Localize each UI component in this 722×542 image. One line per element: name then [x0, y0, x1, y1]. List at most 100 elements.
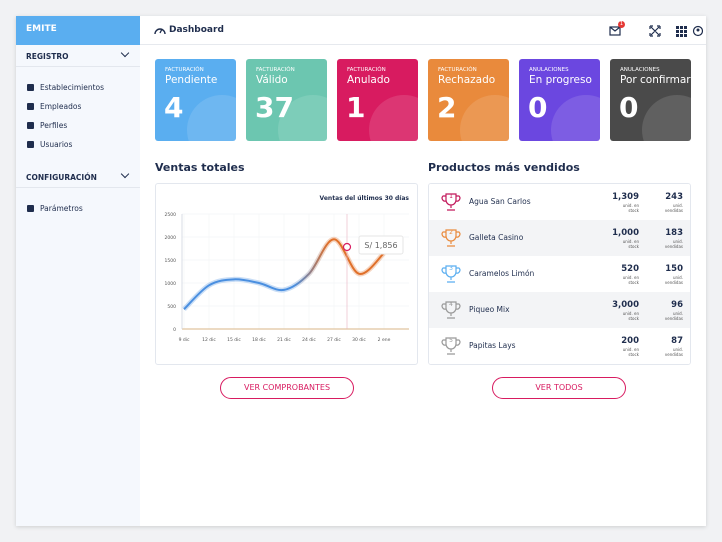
product-row: 1 Agua San Carlos 1,309 unid. en stock 243 un…: [429, 184, 690, 220]
sold-label: unid. vendidas: [664, 203, 683, 213]
status-card: ANULACIONES Por confirmar 0: [610, 59, 691, 141]
card-deco: [369, 95, 418, 141]
product-name: Agua San Carlos: [469, 197, 531, 206]
button[interactable]: VER TODOS: [492, 377, 626, 399]
stock: 3,000: [612, 300, 639, 310]
sold: 87: [671, 336, 683, 346]
nav-icon: [27, 84, 34, 91]
nav-icon: [27, 122, 34, 129]
trophy: [441, 337, 461, 355]
product-name: Caramelos Limón: [469, 269, 535, 278]
trophy-shape: [441, 229, 461, 247]
y-tick-label: 0: [173, 327, 176, 333]
card-value: 2: [437, 91, 457, 124]
nav-icon: [27, 141, 34, 148]
x-tick-label: 15 dic: [227, 337, 241, 343]
status-card: ANULACIONES En progreso 0: [519, 59, 600, 141]
x-tick-label: 12 dic: [202, 337, 216, 343]
y-tick-label: 2500: [165, 212, 177, 218]
sold: 150: [665, 264, 683, 274]
badge: 1: [618, 21, 625, 28]
stock: 200: [621, 336, 639, 346]
card-deco: [551, 95, 600, 141]
card-title: Rechazado: [438, 74, 496, 86]
brand-bar: EMITE: [16, 16, 140, 45]
stock-label: unid. en stock: [622, 239, 639, 249]
product-name: Piqueo Mix: [469, 305, 510, 314]
card-title: Válido: [256, 74, 288, 86]
card-value: 4: [164, 91, 184, 124]
status-card: FACTURACIÓN Rechazado 2: [428, 59, 509, 141]
card-deco: [187, 95, 236, 141]
hover-dot: [342, 242, 352, 252]
nav-item[interactable]: Establecimientos: [40, 83, 105, 92]
sold-label: unid. vendidas: [664, 239, 683, 249]
x-tick-label: 18 dic: [252, 337, 266, 343]
card-deco: [642, 95, 691, 141]
stock-label: unid. en stock: [622, 275, 639, 285]
trophy: [441, 301, 461, 319]
products-panel: 1 Agua San Carlos 1,309 unid. en stock 243 un…: [428, 183, 691, 365]
x-tick-label: 2 ene: [378, 337, 391, 343]
rank: 1: [449, 193, 453, 200]
page-title: Dashboard: [169, 25, 224, 35]
sold-label: unid. vendidas: [664, 275, 683, 285]
stock-label: unid. en stock: [622, 311, 639, 321]
sold: 183: [665, 228, 683, 238]
card-value: 1: [346, 91, 366, 124]
chart-title: Ventas del últimos 30 días: [320, 195, 410, 202]
nav-item[interactable]: Parámetros: [40, 204, 83, 213]
card-kicker: FACTURACIÓN: [347, 67, 386, 73]
card-value: 37: [255, 91, 294, 124]
product-row: 4 Piqueo Mix 3,000 unid. en stock 96 unid. ve…: [429, 292, 690, 328]
nav-icon: [27, 103, 34, 110]
product-row: 2 Galleta Casino 1,000 unid. en stock 183 uni…: [429, 220, 690, 256]
nav-item[interactable]: Perfiles: [40, 121, 68, 130]
chart-panel: Ventas del últimos 30 días 0 500 1000 1500 20…: [155, 183, 418, 365]
app: REGISTRO Establecimientos Empleados Perfile…: [16, 16, 706, 526]
card-title: Pendiente: [165, 74, 218, 86]
tooltip-box: [358, 235, 404, 255]
section-heading: Ventas totales: [155, 161, 245, 174]
trophy-shape: [441, 301, 461, 319]
stock-label: unid. en stock: [622, 203, 639, 213]
trophy: [441, 265, 461, 283]
stock: 520: [621, 264, 639, 274]
sold-label: unid. vendidas: [664, 347, 683, 357]
sales-line: [183, 238, 385, 310]
card-title: En progreso: [529, 74, 592, 86]
trophy-shape: [441, 337, 461, 355]
nav-item[interactable]: Empleados: [40, 102, 82, 111]
button[interactable]: VER COMPROBANTES: [220, 377, 354, 399]
product-row: 3 Caramelos Limón 520 unid. en stock 150 unid…: [429, 256, 690, 292]
trophy-shape: [441, 193, 461, 211]
rank: 3: [449, 265, 453, 272]
chart: Ventas del últimos 30 días 0 500 1000 1500 20…: [165, 195, 410, 343]
nav-item[interactable]: Usuarios: [40, 140, 73, 149]
trophy: [441, 193, 461, 211]
tooltip: S/ 1,856: [364, 241, 397, 250]
section-heading: Productos más vendidos: [428, 161, 580, 174]
dashboard-icon: [154, 28, 166, 35]
card-kicker: FACTURACIÓN: [256, 67, 295, 73]
chevron: [120, 169, 130, 179]
card-value: 0: [528, 91, 548, 124]
product-name: Galleta Casino: [469, 233, 524, 242]
card-kicker: ANULACIONES: [620, 67, 660, 73]
status-card: FACTURACIÓN Pendiente 4: [155, 59, 236, 141]
status-card: FACTURACIÓN Válido 37: [246, 59, 327, 141]
card-kicker: FACTURACIÓN: [165, 67, 204, 73]
sold: 96: [671, 300, 683, 310]
x-tick-label: 21 dic: [277, 337, 291, 343]
card-kicker: ANULACIONES: [529, 67, 569, 73]
header-icons[interactable]: [608, 24, 703, 38]
stock-label: unid. en stock: [622, 347, 639, 357]
y-tick-label: 2000: [165, 235, 177, 241]
card-kicker: FACTURACIÓN: [438, 67, 477, 73]
card-value: 0: [619, 91, 639, 124]
rank: 4: [449, 301, 453, 308]
card-title: Anulado: [347, 74, 390, 86]
chevron: [120, 48, 130, 58]
stock: 1,309: [612, 192, 639, 202]
x-tick-label: 9 dic: [179, 337, 190, 343]
